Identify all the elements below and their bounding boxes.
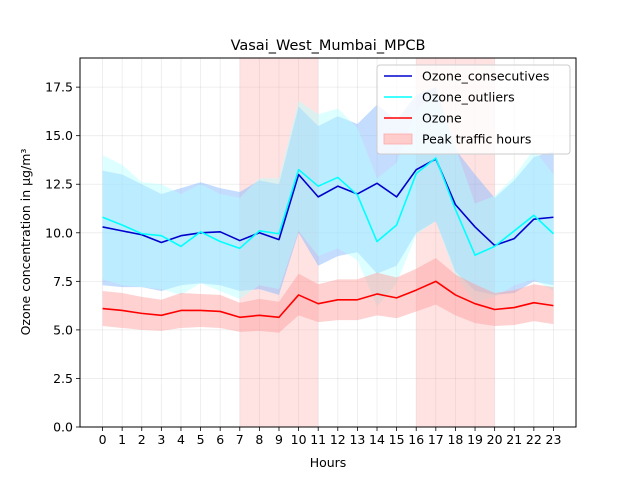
y-tick-label: 0.0 <box>53 420 73 435</box>
series-lines <box>102 157 555 319</box>
x-tick-label: 0 <box>99 432 107 447</box>
series-line <box>102 157 555 256</box>
legend-label: Peak traffic hours <box>422 132 531 147</box>
x-axis-label: Hours <box>310 455 347 470</box>
x-tick-label: 20 <box>487 432 503 447</box>
peak-traffic-span <box>239 58 319 427</box>
y-tick-label: 5.0 <box>53 322 73 337</box>
y-tick-label: 7.5 <box>53 274 73 289</box>
y-tick-label: 15.0 <box>45 128 73 143</box>
x-tick-label: 15 <box>389 432 405 447</box>
x-tick-label: 2 <box>138 432 146 447</box>
axis-ticks: 0 1 2 3 4 5 6 7 8 9 10 11 12 13 14 15 16 17 18 19 20 21 22 230.… <box>45 80 561 447</box>
x-tick-label: 8 <box>255 432 263 447</box>
y-axis-label: Ozone concentration in µg/m³ <box>18 149 33 336</box>
x-tick-label: 23 <box>546 432 562 447</box>
y-tick-label: 2.5 <box>53 371 73 386</box>
x-tick-label: 19 <box>467 432 483 447</box>
plot-frame <box>79 57 577 428</box>
x-tick-label: 16 <box>408 432 424 447</box>
y-tick-label: 12.5 <box>45 177 73 192</box>
legend-label: Ozone_consecutives <box>422 69 549 84</box>
legend: Ozone_consecutives Ozone_outliers Ozone Pea… <box>376 64 571 155</box>
x-tick-label: 6 <box>216 432 224 447</box>
x-tick-label: 12 <box>330 432 346 447</box>
x-tick-label: 7 <box>236 432 244 447</box>
x-tick-label: 14 <box>369 432 385 447</box>
x-tick-label: 13 <box>349 432 365 447</box>
x-tick-label: 18 <box>447 432 463 447</box>
x-tick-label: 11 <box>310 432 326 447</box>
x-tick-label: 4 <box>177 432 185 447</box>
x-tick-label: 1 <box>118 432 126 447</box>
x-tick-label: 10 <box>291 432 307 447</box>
x-tick-label: 9 <box>275 432 283 447</box>
series-line <box>102 280 554 319</box>
chart-title: Vasai_West_Mumbai_MPCB <box>231 38 426 54</box>
legend-label: Ozone <box>422 111 462 126</box>
legend-swatch <box>383 133 413 145</box>
legend-box <box>376 64 571 155</box>
series-line <box>102 158 554 247</box>
grid <box>80 58 576 428</box>
legend-label: Ozone_outliers <box>422 90 515 105</box>
confidence-band <box>102 258 554 333</box>
x-tick-label: 3 <box>157 432 165 447</box>
x-tick-label: 5 <box>197 432 205 447</box>
y-tick-label: 10.0 <box>45 225 73 240</box>
x-tick-label: 17 <box>428 432 444 447</box>
x-tick-label: 21 <box>506 432 522 447</box>
y-tick-label: 17.5 <box>45 80 73 95</box>
x-tick-label: 22 <box>526 432 542 447</box>
